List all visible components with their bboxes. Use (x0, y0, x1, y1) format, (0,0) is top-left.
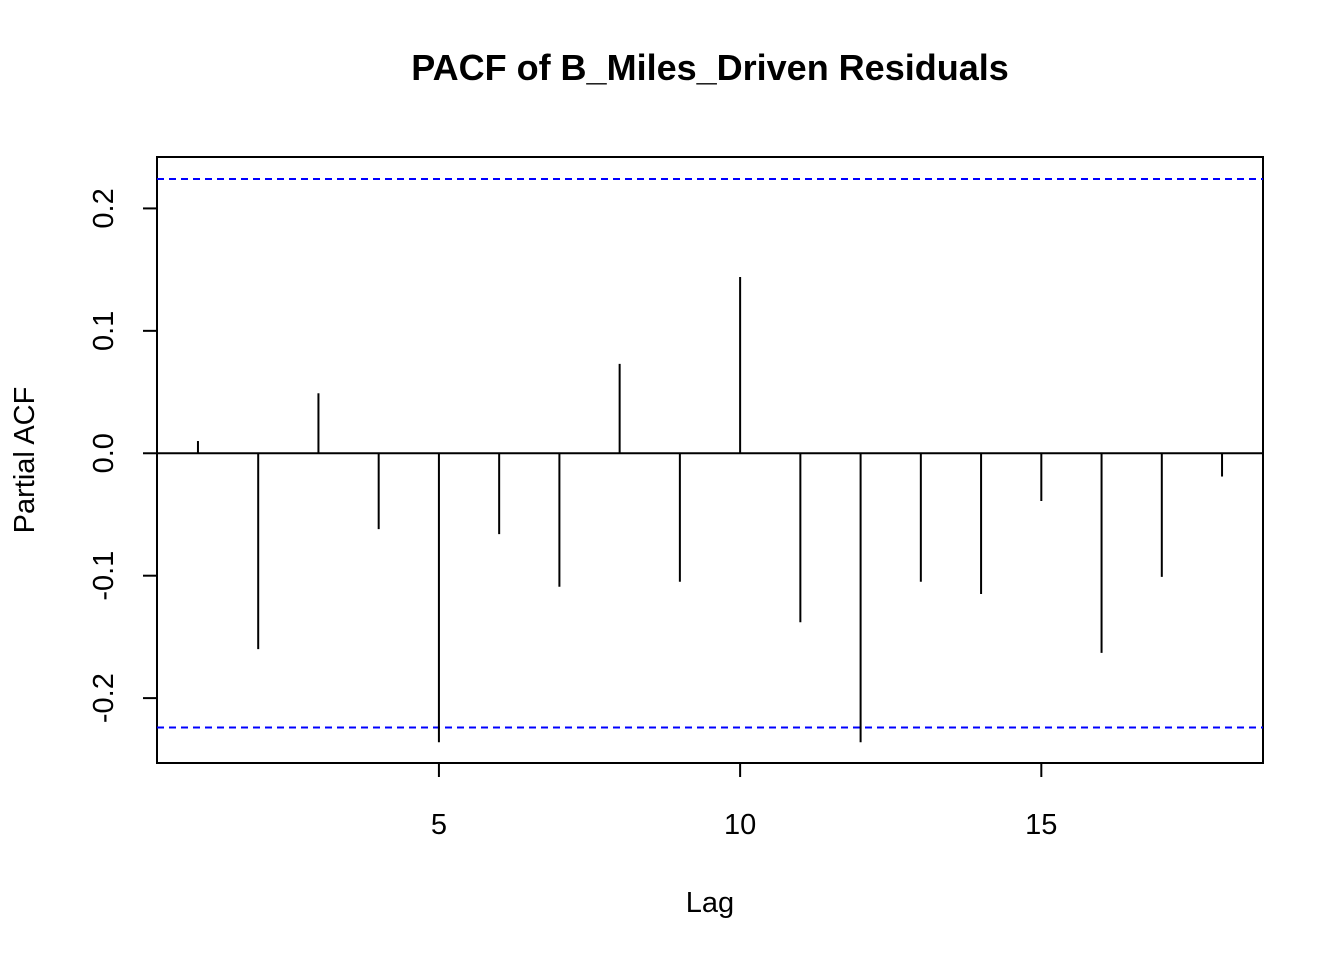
y-tick-label-1: -0.1 (88, 551, 120, 601)
chart-title: PACF of B_Miles_Driven Residuals (411, 47, 1009, 88)
y-tick-label-0: -0.2 (88, 673, 120, 723)
x-axis-label: Lag (686, 887, 734, 919)
x-tick-label-15: 15 (1025, 809, 1057, 841)
x-tick-label-10: 10 (724, 809, 756, 841)
y-axis-label: Partial ACF (9, 387, 41, 534)
x-tick-label-5: 5 (431, 809, 447, 841)
plot-area: 5 10 15 -0.2 -0.1 0.0 0.1 0.2 (88, 156, 1264, 841)
plot-frame (156, 156, 1264, 764)
y-tick-label-4: 0.2 (88, 188, 120, 228)
y-tick-label-3: 0.1 (88, 311, 120, 351)
y-tick-label-2: 0.0 (88, 433, 120, 473)
